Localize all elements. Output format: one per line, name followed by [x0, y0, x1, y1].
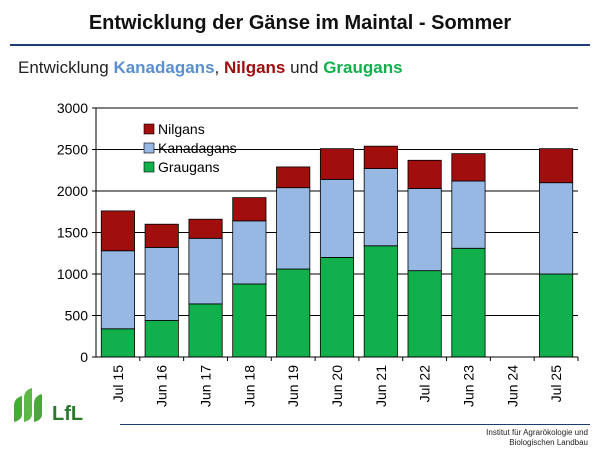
bar-kanadagans-jun-23	[451, 180, 486, 249]
lfl-logo: LfL	[12, 384, 112, 430]
footer-line-2: Biologischen Landbau	[509, 438, 588, 447]
subtitle-kanadagans: Kanadagans	[113, 58, 215, 77]
legend-swatch-kanadagans	[143, 142, 155, 154]
bar-nilgans-jun-20	[319, 148, 355, 180]
subtitle-separator-1: ,	[214, 58, 224, 77]
footer-institute: Institut für Agrarökologie und Biologisc…	[486, 428, 588, 448]
bar-kanadagans-jun-17	[188, 237, 223, 305]
footer-divider	[120, 424, 590, 425]
subtitle-graugans: Graugans	[323, 58, 403, 77]
bar-graugans-jul-22	[407, 270, 442, 358]
bar-kanadagans-jun-19	[276, 187, 311, 270]
y-tick-label: 1000	[57, 266, 88, 282]
leaf-icon: LfL	[14, 388, 83, 425]
bar-kanadagans-jun-16	[144, 247, 179, 321]
bar-nilgans-jun-23	[451, 153, 486, 182]
bar-graugans-jun-17	[188, 303, 223, 358]
bar-graugans-jun-18	[232, 283, 267, 358]
bar-nilgans-jul-15	[100, 210, 135, 252]
title-divider	[10, 44, 590, 46]
x-tick-label: Jul 15	[110, 365, 126, 403]
y-tick-label: 2000	[57, 183, 88, 199]
x-tick-label: Jun 20	[329, 365, 345, 407]
y-tick-labels: 0 500 1000 1500 2000 2500 3000	[57, 100, 88, 365]
x-tick-label: Jun 17	[198, 365, 214, 407]
subtitle-prefix: Entwicklung	[18, 58, 114, 77]
y-tick-label: 1500	[57, 225, 88, 241]
bar-graugans-jun-16	[144, 320, 179, 358]
bar-nilgans-jun-21	[363, 145, 398, 169]
bar-kanadagans-jul-15	[100, 250, 135, 330]
subtitle-nilgans: Nilgans	[223, 58, 286, 77]
x-tick-label: Jun 21	[373, 365, 389, 407]
bar-nilgans-jun-19	[276, 166, 311, 189]
bar-graugans-jun-21	[363, 245, 398, 358]
x-tick-label: Jun 19	[285, 365, 301, 407]
x-tick-label: Jul 22	[417, 365, 433, 403]
bar-kanadagans-jun-18	[232, 220, 267, 285]
bar-kanadagans-jun-21	[363, 168, 398, 247]
x-tick-label: Jun 24	[504, 365, 520, 407]
legend-swatch-nilgans	[143, 123, 155, 135]
slide-title: Entwicklung der Gänse im Maintal - Somme…	[88, 12, 512, 34]
legend-swatch-graugans	[143, 161, 155, 173]
bar-nilgans-jul-25	[539, 148, 574, 184]
bar-graugans-jun-19	[276, 268, 311, 358]
bar-graugans-jun-23	[451, 247, 486, 358]
x-tick-label: Jun 23	[460, 365, 476, 407]
legend: Nilgans Kanadagans Graugans	[143, 121, 237, 175]
y-tick-label: 3000	[57, 100, 88, 116]
footer-line-1: Institut für Agrarökologie und	[486, 428, 588, 437]
legend-label-graugans: Graugans	[158, 159, 219, 175]
x-tick-labels: Jul 15 Jun 16 Jun 17 Jun 18 Jun 19 Jun 20 Jun …	[110, 365, 564, 407]
bar-kanadagans-jun-20	[319, 178, 355, 258]
logo-text: LfL	[52, 403, 83, 425]
y-tick-label: 500	[65, 308, 89, 324]
chart-subtitle: Entwicklung Kanadagans, Nilgans und Grau…	[18, 58, 403, 78]
x-tick-label: Jun 16	[154, 365, 170, 407]
axes	[92, 107, 579, 361]
bar-kanadagans-jul-25	[539, 182, 574, 275]
bar-nilgans-jul-22	[407, 159, 442, 189]
x-tick-label: Jun 18	[241, 365, 257, 407]
bar-graugans-jun-20	[319, 256, 355, 358]
bar-nilgans-jun-16	[144, 223, 179, 248]
subtitle-separator-2: und	[285, 58, 324, 77]
x-tick-label: Jul 25	[548, 365, 564, 403]
legend-label-nilgans: Nilgans	[158, 121, 205, 137]
bar-graugans-jul-15	[100, 328, 135, 358]
bar-nilgans-jun-17	[188, 218, 223, 239]
bars	[100, 145, 574, 358]
bar-graugans-jul-25	[539, 273, 574, 358]
bar-nilgans-jun-18	[232, 197, 267, 222]
y-tick-label: 0	[80, 349, 88, 365]
y-tick-label: 2500	[57, 142, 88, 158]
bar-kanadagans-jul-22	[407, 188, 442, 272]
legend-label-kanadagans: Kanadagans	[158, 140, 237, 156]
